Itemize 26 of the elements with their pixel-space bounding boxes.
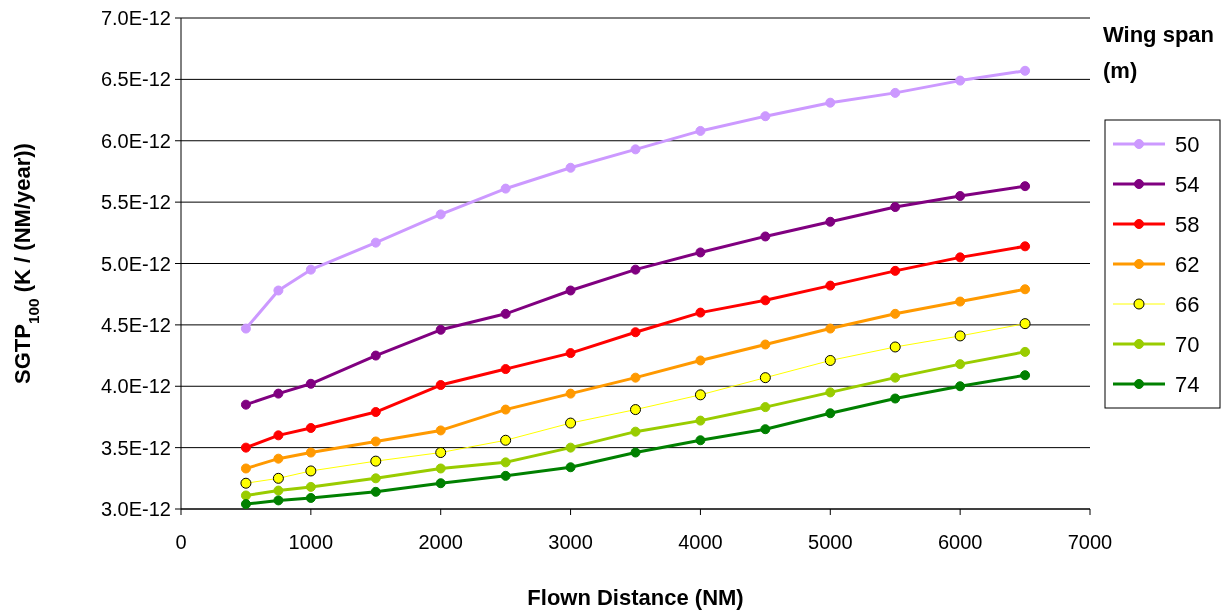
y-tick-label: 6.0E-12 [100, 129, 171, 152]
x-tick-label: 1000 [288, 531, 334, 553]
y-tick-label: 7.0E-12 [100, 7, 171, 29]
x-tick-label: 6000 [937, 531, 983, 553]
y-tick-label: 5.0E-12 [100, 252, 171, 275]
legend-label: 62 [1175, 251, 1200, 277]
legend-label: 74 [1175, 371, 1200, 397]
x-tick-label: 0 [175, 531, 187, 553]
y-tick-label: 6.5E-12 [100, 68, 171, 91]
legend-label: 70 [1175, 331, 1200, 357]
x-axis-title: Flown Distance (NM) [527, 585, 744, 610]
legend-label: 54 [1175, 171, 1200, 197]
legend-label: 66 [1175, 291, 1200, 317]
x-tick-label: 7000 [1067, 531, 1113, 553]
x-tick-label: 2000 [418, 531, 463, 553]
legend-label: 58 [1175, 211, 1200, 237]
y-tick-label: 3.5E-12 [100, 436, 171, 459]
y-tick-label: 5.5E-12 [100, 191, 171, 214]
y-tick-label: 4.0E-12 [100, 375, 171, 398]
x-tick-label: 3000 [548, 531, 593, 553]
x-tick-label: 5000 [808, 531, 853, 553]
y-tick-label: 3.0E-12 [100, 498, 171, 520]
legend-title: Wing span (m) [1103, 22, 1215, 83]
legend-label: 50 [1175, 131, 1200, 157]
x-tick-label: 4000 [678, 531, 723, 553]
y-tick-label: 4.5E-12 [100, 313, 171, 336]
